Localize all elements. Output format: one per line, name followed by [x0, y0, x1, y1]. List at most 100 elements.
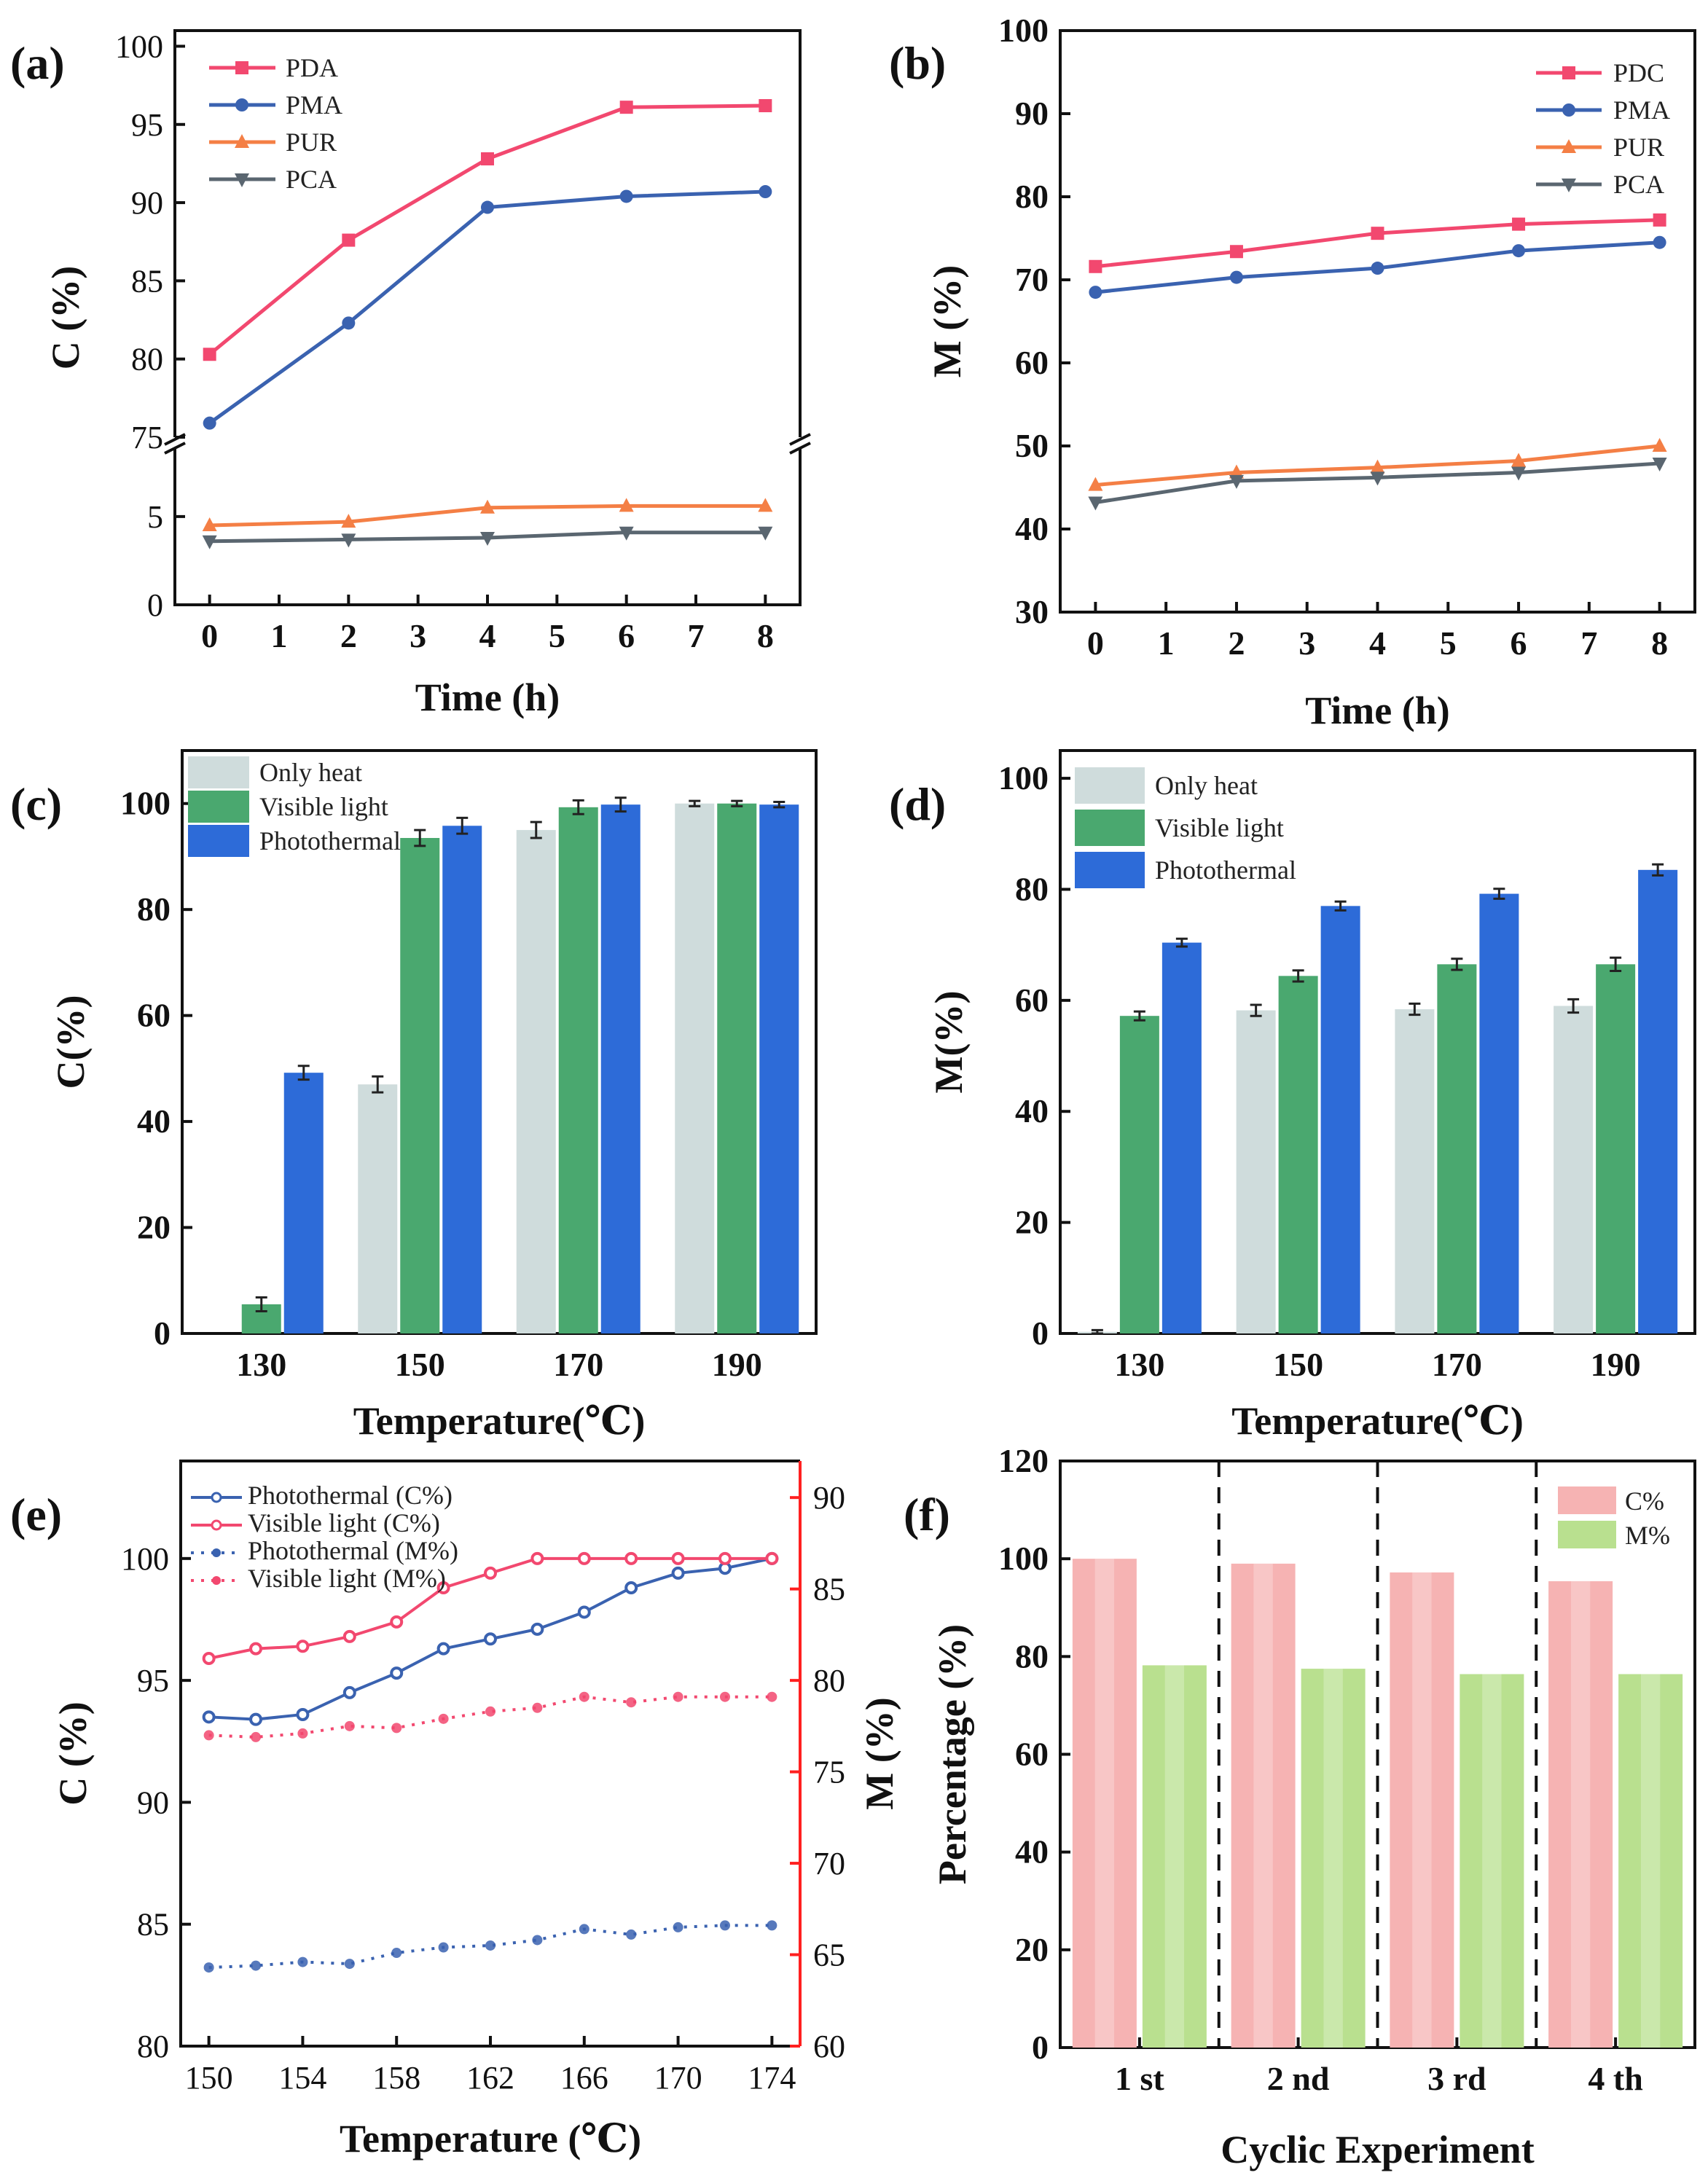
x-tick-label: 190	[1591, 1346, 1641, 1383]
y-tick-label: 80	[1015, 870, 1049, 907]
data-point	[202, 1710, 216, 1724]
data-point	[249, 1712, 263, 1726]
data-point	[203, 1962, 214, 1973]
data-point	[532, 1702, 543, 1713]
x-tick-label: 1	[271, 617, 288, 654]
data-point	[296, 1707, 310, 1721]
data-point	[251, 1960, 262, 1971]
data-point-pur	[480, 499, 495, 514]
bar-highlight	[1094, 1559, 1115, 2048]
legend-label: Photothermal (M%)	[248, 1536, 458, 1565]
y-axis-title: C (%)	[51, 1701, 95, 1805]
data-point-pdc	[1089, 259, 1102, 273]
x-tick-label: 170	[1432, 1346, 1482, 1383]
bar-c-percent	[1390, 1572, 1454, 2048]
data-point	[342, 1629, 356, 1643]
legend-swatch	[188, 756, 249, 788]
data-point-pca	[619, 526, 634, 541]
bar-visible-light	[558, 807, 598, 1333]
data-point	[532, 1935, 543, 1946]
data-point-pca	[1088, 496, 1103, 511]
x-tick-label: 4 th	[1588, 2060, 1642, 2097]
y-tick-label: 95	[131, 107, 163, 143]
y-tick-label: 90	[131, 185, 163, 221]
legend-label: Visible light	[1155, 813, 1284, 842]
bar-only-heat	[516, 830, 556, 1333]
data-point	[530, 1622, 544, 1636]
x-tick-label: 5	[1440, 624, 1457, 662]
y-tick-label: 0	[1032, 1315, 1049, 1352]
y-right-tick-label: 65	[813, 1938, 845, 1973]
legend-swatch	[188, 825, 249, 857]
y-tick-label: 20	[1015, 1204, 1049, 1241]
data-point-pca	[1229, 474, 1244, 489]
legend-marker	[235, 173, 249, 187]
data-point-pdc	[1229, 245, 1243, 259]
data-point	[344, 1720, 355, 1731]
y-right-tick-label: 70	[813, 1846, 845, 1881]
bar-highlight	[1412, 1572, 1432, 2048]
data-point-pdc	[1512, 217, 1526, 231]
axis-break-mark	[789, 442, 811, 455]
y-tick-label: 60	[137, 997, 171, 1034]
bar-highlight	[1164, 1665, 1185, 2048]
bar-photothermal	[1638, 869, 1678, 1333]
axis-break-mark	[164, 442, 186, 455]
bar-m-percent	[1301, 1669, 1366, 2048]
y-tick-label: 20	[137, 1209, 171, 1246]
bar-only-heat	[1236, 1010, 1276, 1333]
y-tick-label: 60	[1015, 982, 1049, 1019]
y-tick-label: 60	[1015, 1736, 1049, 1773]
data-point	[624, 1580, 638, 1594]
data-point	[485, 1940, 495, 1951]
panel-c: (c) 130 150 170 190 0 20 40 60 80 100 Only heat Visi…	[10, 749, 818, 1443]
data-point	[390, 1615, 404, 1629]
y-tick-label: 80	[131, 342, 163, 377]
y-tick-label: 90	[137, 1785, 169, 1820]
data-point	[579, 1924, 589, 1935]
bar-photothermal	[283, 1073, 324, 1333]
x-axis-title: Temperature (℃)	[340, 2117, 641, 2161]
data-point	[484, 1566, 497, 1580]
bar-highlight	[1253, 1563, 1273, 2048]
y-tick-label: 90	[1015, 95, 1049, 132]
bar-highlight	[1570, 1581, 1591, 2048]
data-point	[626, 1929, 637, 1940]
y-tick-label: 80	[1015, 178, 1049, 215]
bar-visible-light	[1596, 964, 1636, 1333]
x-tick-label: 2	[340, 617, 357, 654]
data-point	[485, 1706, 495, 1717]
legend-marker	[235, 134, 249, 148]
legend-marker	[235, 61, 248, 74]
data-point	[342, 1685, 356, 1699]
data-point-pca	[1652, 457, 1667, 471]
data-point-pca	[341, 533, 356, 548]
y-tick-label: 100	[998, 1540, 1049, 1577]
data-point-pma	[342, 316, 356, 330]
x-tick-label: 158	[372, 2060, 420, 2096]
data-point	[436, 1642, 450, 1656]
x-tick-label: 3	[410, 617, 426, 654]
legend-label: PUR	[1613, 133, 1664, 162]
data-point-pur	[758, 498, 773, 512]
x-tick-label: 174	[748, 2060, 796, 2096]
data-point	[391, 1948, 402, 1959]
panel-label: (e)	[10, 1489, 62, 1540]
data-point-pma	[1229, 270, 1243, 284]
x-tick-label: 2	[1228, 624, 1245, 662]
y-right-tick-label: 75	[813, 1755, 845, 1790]
y-tick-label: 50	[1015, 427, 1049, 464]
data-point	[438, 1713, 449, 1724]
bar-m-percent	[1618, 1674, 1683, 2048]
y-right-axis-title: M (%)	[858, 1697, 901, 1809]
data-point	[673, 1922, 683, 1932]
x-axis-title: Time (h)	[415, 675, 560, 719]
series-line-pma	[208, 189, 766, 425]
data-point	[624, 1551, 638, 1565]
y-right-tick-label: 85	[813, 1572, 845, 1607]
legend-label: PMA	[286, 90, 342, 120]
data-point-pca	[1511, 466, 1527, 481]
y-tick-label: 30	[1015, 593, 1049, 630]
data-point	[719, 1691, 730, 1702]
x-tick-label: 6	[618, 617, 635, 654]
